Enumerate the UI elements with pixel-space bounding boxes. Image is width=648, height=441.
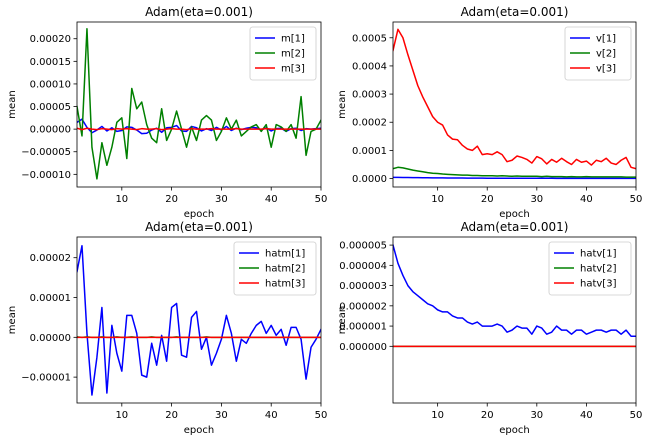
y-tick-label: 0.000000 bbox=[339, 342, 387, 353]
y-tick-label: 0.0004 bbox=[352, 61, 387, 72]
legend-box bbox=[548, 241, 632, 296]
x-tick-label: 20 bbox=[165, 410, 178, 421]
series-line-v[3] bbox=[393, 28, 636, 170]
series-line-v[1] bbox=[393, 176, 636, 180]
series-line-hatm[1] bbox=[77, 245, 321, 396]
chart-title: Adam(eta=0.001) bbox=[145, 220, 253, 234]
y-axis-label: mean bbox=[7, 306, 18, 334]
x-tick-label: 40 bbox=[265, 410, 278, 421]
y-tick-label: 0.000003 bbox=[339, 281, 387, 292]
series-line-m[2] bbox=[77, 28, 321, 180]
x-tick-label: 20 bbox=[481, 194, 494, 205]
series-line-m[3] bbox=[77, 127, 321, 131]
x-tick-label: 50 bbox=[315, 194, 328, 205]
y-tick-label: 0.00002 bbox=[30, 253, 71, 264]
x-axis-label: epoch bbox=[499, 209, 529, 220]
x-tick-label: 50 bbox=[630, 194, 643, 205]
legend-box bbox=[233, 241, 317, 296]
subplot-1: 10 20 30 40 50 −0.00010 −0.00005 0.00000 0.00005… bbox=[7, 5, 327, 220]
y-tick-label: −0.00001 bbox=[21, 373, 71, 384]
x-axis-label: epoch bbox=[184, 425, 214, 436]
series-line-hatv[1] bbox=[393, 244, 636, 337]
legend-label: hatv[2] bbox=[580, 264, 617, 275]
legend: hatm[1] hatm[2] hatm[3] bbox=[233, 241, 317, 296]
y-tick-label: 0.0003 bbox=[352, 90, 387, 101]
legend-label: v[2] bbox=[596, 49, 616, 60]
legend-label: v[3] bbox=[596, 64, 616, 75]
y-tick-label: 0.00020 bbox=[30, 34, 71, 45]
axes-frame bbox=[392, 236, 637, 404]
x-tick-label: 30 bbox=[530, 410, 543, 421]
plot-area bbox=[77, 245, 321, 396]
legend: m[1] m[2] m[3] bbox=[249, 26, 317, 81]
plot-area bbox=[393, 244, 636, 348]
axes-frame bbox=[76, 21, 322, 188]
x-tick-label: 30 bbox=[530, 194, 543, 205]
y-tick-label: 0.000004 bbox=[339, 261, 387, 272]
x-tick-label: 40 bbox=[580, 194, 593, 205]
series-line-v[2] bbox=[393, 166, 636, 178]
axes-frame bbox=[392, 21, 637, 188]
y-tick-label: 0.000005 bbox=[339, 241, 387, 252]
legend: v[1] v[2] v[3] bbox=[564, 26, 632, 81]
legend-label: hatm[1] bbox=[265, 249, 305, 260]
x-tick-label: 50 bbox=[315, 410, 328, 421]
y-tick-label: 0.00000 bbox=[30, 125, 71, 136]
legend-box bbox=[249, 26, 317, 81]
x-tick-label: 40 bbox=[580, 410, 593, 421]
x-tick-label: 30 bbox=[215, 194, 228, 205]
y-axis-label: mean bbox=[7, 90, 18, 118]
legend-label: hatm[3] bbox=[265, 279, 305, 290]
y-tick-label: 0.0005 bbox=[352, 33, 387, 44]
legend-label: m[2] bbox=[281, 49, 305, 60]
x-tick-label: 10 bbox=[115, 410, 128, 421]
x-tick-label: 10 bbox=[431, 410, 444, 421]
axes-frame bbox=[76, 236, 322, 404]
y-tick-label: 0.0001 bbox=[352, 146, 387, 157]
y-tick-label: 0.000002 bbox=[339, 301, 387, 312]
plot-area bbox=[77, 28, 321, 180]
y-axis-label: mean bbox=[337, 306, 348, 334]
y-tick-label: 0.00010 bbox=[30, 79, 71, 90]
legend-label: hatm[2] bbox=[265, 264, 305, 275]
chart-title: Adam(eta=0.001) bbox=[145, 5, 253, 19]
chart-title: Adam(eta=0.001) bbox=[461, 5, 569, 19]
subplot-3: 10 20 30 40 50 −0.00001 0.00000 0.00001 0.00002 A… bbox=[7, 220, 327, 436]
x-tick-label: 10 bbox=[115, 194, 128, 205]
chart-title: Adam(eta=0.001) bbox=[461, 220, 569, 234]
x-tick-label: 10 bbox=[431, 194, 444, 205]
y-axis-label: mean bbox=[337, 90, 348, 118]
y-tick-label: 0.00005 bbox=[30, 102, 71, 113]
legend-label: v[1] bbox=[596, 34, 616, 45]
plot-area bbox=[393, 28, 636, 180]
legend: hatv[1] hatv[2] hatv[3] bbox=[548, 241, 632, 296]
legend-label: hatv[3] bbox=[580, 279, 617, 290]
y-tick-label: 0.0000 bbox=[352, 174, 387, 185]
legend-label: hatv[1] bbox=[580, 249, 617, 260]
x-tick-label: 30 bbox=[215, 410, 228, 421]
y-tick-label: 0.00015 bbox=[30, 57, 71, 68]
subplot-2: 10 20 30 40 50 0.0000 0.0001 0.0002 0.0003 0.0004… bbox=[337, 5, 642, 220]
x-axis-label: epoch bbox=[499, 425, 529, 436]
y-tick-label: 0.00000 bbox=[30, 333, 71, 344]
legend-label: m[1] bbox=[281, 34, 305, 45]
x-tick-label: 40 bbox=[265, 194, 278, 205]
x-tick-label: 20 bbox=[481, 410, 494, 421]
y-tick-label: 0.000001 bbox=[339, 322, 387, 333]
y-tick-label: −0.00005 bbox=[21, 147, 71, 158]
x-axis-label: epoch bbox=[184, 209, 214, 220]
legend-label: m[3] bbox=[281, 64, 305, 75]
subplot-4: 10 20 30 40 50 0.000000 0.000001 0.000002 0.0000… bbox=[337, 220, 642, 436]
x-tick-label: 50 bbox=[630, 410, 643, 421]
legend-box bbox=[564, 26, 632, 81]
y-tick-label: 0.00001 bbox=[30, 293, 71, 304]
y-tick-label: 0.0002 bbox=[352, 118, 387, 129]
y-tick-label: −0.00010 bbox=[21, 170, 71, 181]
x-tick-label: 20 bbox=[165, 194, 178, 205]
